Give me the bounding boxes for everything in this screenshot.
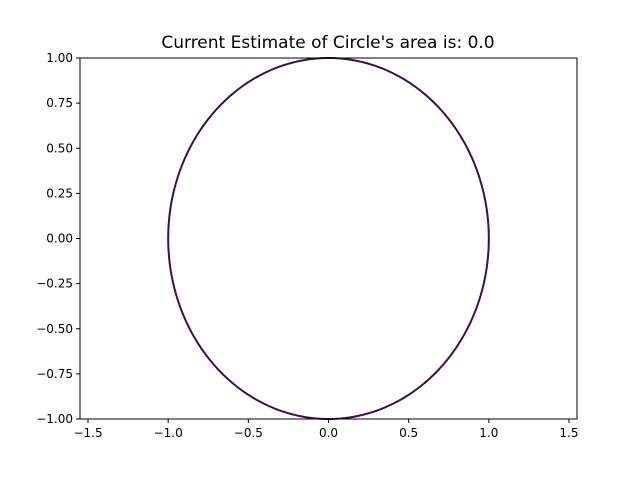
y-tick-label: 1.00 <box>46 51 73 65</box>
y-tick-label: −1.00 <box>36 412 73 426</box>
y-tick-label: 0.75 <box>46 96 73 110</box>
x-tick-label: −1.0 <box>154 426 183 440</box>
y-tick-label: 0.25 <box>46 186 73 200</box>
series-circle <box>167 56 490 421</box>
y-tick-label: −0.50 <box>36 322 73 336</box>
y-tick-label: 0.50 <box>46 141 73 155</box>
x-tick-label: −0.5 <box>234 426 263 440</box>
y-tick-label: −0.75 <box>36 367 73 381</box>
y-tick-label: −0.25 <box>36 277 73 291</box>
x-tick-label: 1.0 <box>479 426 498 440</box>
x-tick-label: 1.5 <box>559 426 578 440</box>
y-axis: 1.00 0.75 0.50 0.25 0.00 −0.25 −0.50 −0.75 −1.00 <box>36 51 80 426</box>
y-tick-label: 0.00 <box>46 232 73 246</box>
chart-title: Current Estimate of Circle's area is: 0.… <box>161 33 494 53</box>
x-axis: −1.5 −1.0 −0.5 0.0 0.5 1.0 1.5 <box>73 419 579 440</box>
x-tick-label: 0.5 <box>399 426 418 440</box>
x-tick-label: 0.0 <box>319 426 338 440</box>
x-tick-label: −1.5 <box>73 426 102 440</box>
